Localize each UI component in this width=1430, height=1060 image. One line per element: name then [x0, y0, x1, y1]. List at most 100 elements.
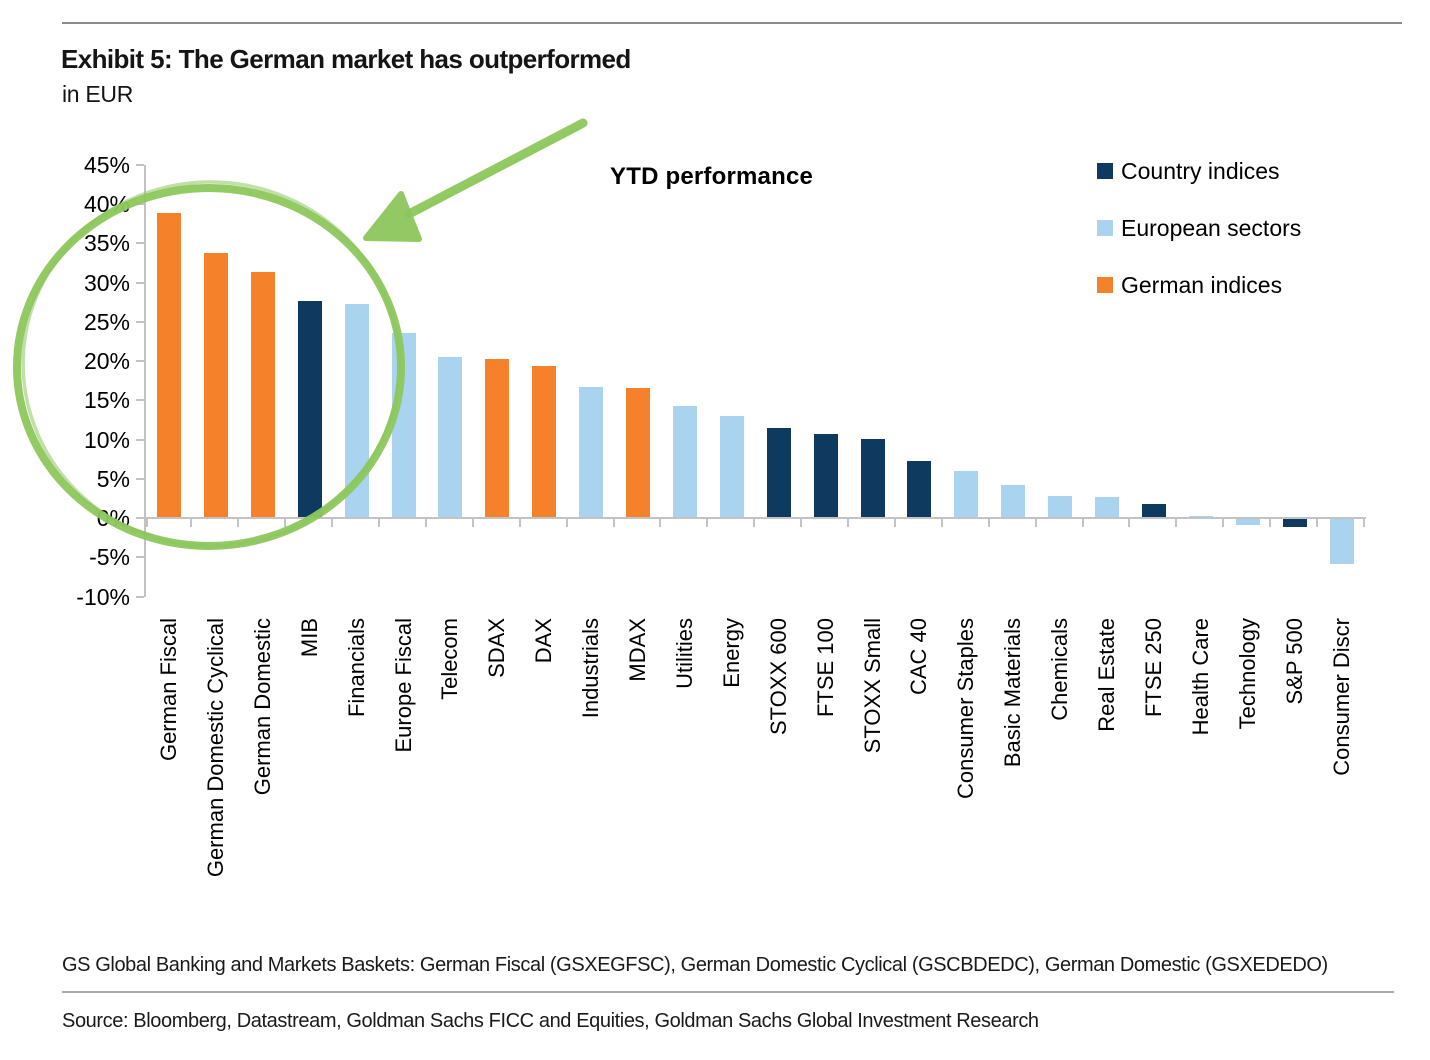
- bar-telecom: [438, 357, 463, 518]
- bar-consumer-staples: [954, 470, 979, 518]
- chart-title: YTD performance: [610, 163, 814, 190]
- x-tick: [893, 519, 896, 527]
- x-axis-label: Europe Fiscal: [390, 618, 416, 753]
- bar-real-estate: [1095, 496, 1119, 518]
- bar-consumer-discr: [1329, 519, 1354, 564]
- x-tick: [565, 519, 568, 527]
- y-axis-label: 30%: [83, 269, 130, 296]
- x-axis-label: MIB: [296, 618, 322, 658]
- x-axis-label: German Fiscal: [156, 618, 181, 762]
- exhibit-title: Exhibit 5: The German market has outperf…: [61, 44, 631, 74]
- x-tick: [424, 519, 427, 527]
- bar-ftse-250: [1141, 503, 1166, 518]
- y-axis-label: 20%: [83, 348, 130, 374]
- x-tick: [471, 519, 474, 527]
- x-tick: [1128, 519, 1131, 527]
- x-tick: [331, 519, 334, 527]
- x-tick: [1081, 519, 1084, 527]
- x-axis-label: FTSE 250: [1140, 618, 1166, 718]
- x-axis-label: STOXX Small: [859, 618, 885, 754]
- exhibit-subtitle: in EUR: [62, 81, 134, 107]
- x-tick: [940, 519, 943, 527]
- bar-s-p-500: [1282, 519, 1307, 527]
- bar-german-fiscal: [157, 212, 181, 518]
- bar-mdax: [626, 388, 650, 518]
- x-tick: [1362, 519, 1365, 527]
- y-tick: [135, 477, 144, 480]
- y-axis-label: 10%: [83, 426, 130, 453]
- y-tick: [135, 163, 144, 166]
- y-axis-label: -10%: [76, 583, 130, 610]
- x-axis-label: Energy: [718, 618, 744, 688]
- x-tick: [518, 519, 521, 527]
- x-axis-label: DAX: [531, 618, 557, 664]
- bar-energy: [719, 415, 744, 518]
- y-axis-label: 0%: [96, 505, 130, 531]
- y-tick: [135, 595, 144, 598]
- x-tick: [659, 519, 662, 527]
- bar-industrials: [579, 386, 604, 518]
- x-tick: [706, 519, 709, 527]
- bar-cac-40: [907, 460, 932, 518]
- y-axis-label: 40%: [83, 191, 130, 217]
- x-axis-baseline: [143, 517, 1366, 519]
- legend-label: Country indices: [1121, 158, 1280, 184]
- x-tick: [800, 519, 803, 527]
- y-axis-label: 15%: [83, 387, 130, 414]
- x-tick: [284, 519, 287, 527]
- bar-financials: [344, 303, 369, 518]
- bar-technology: [1235, 519, 1260, 526]
- x-tick: [612, 519, 615, 527]
- source-footnote: Source: Bloomberg, Datastream, Goldman S…: [62, 1010, 1039, 1032]
- x-axis-label: Basic Materials: [1000, 618, 1026, 768]
- x-axis-label: Consumer Discr: [1328, 618, 1354, 776]
- y-tick: [135, 399, 144, 402]
- x-axis-label: Technology: [1234, 618, 1260, 730]
- x-axis-label: MDAX: [625, 618, 650, 682]
- x-tick: [145, 519, 148, 527]
- bar-stoxx-small: [860, 438, 885, 518]
- x-axis-label: Telecom: [437, 618, 463, 700]
- x-tick: [190, 519, 193, 527]
- baskets-footnote: GS Global Banking and Markets Baskets: G…: [62, 954, 1328, 976]
- y-tick: [135, 360, 144, 362]
- x-axis-label: Industrials: [578, 618, 604, 719]
- bar-chemicals: [1048, 496, 1073, 518]
- legend-label: German indices: [1121, 272, 1283, 298]
- y-axis-label: 25%: [83, 308, 130, 335]
- bar-sdax: [485, 359, 510, 518]
- x-tick: [987, 519, 990, 527]
- x-tick: [378, 519, 380, 527]
- footnote-divider: [62, 991, 1394, 993]
- x-tick: [847, 519, 849, 527]
- x-tick: [1269, 519, 1272, 527]
- bar-ftse-100: [813, 434, 838, 518]
- y-tick: [135, 556, 144, 559]
- y-tick: [135, 242, 144, 245]
- y-tick: [135, 517, 144, 519]
- bar-europe-fiscal: [391, 332, 416, 518]
- y-tick: [135, 203, 144, 205]
- y-axis-label: 35%: [83, 230, 130, 257]
- y-tick: [135, 438, 144, 441]
- x-axis-label: CAC 40: [906, 618, 932, 696]
- bar-stoxx-600: [766, 427, 791, 518]
- y-tick: [135, 320, 144, 323]
- bar-basic-materials: [1001, 485, 1026, 518]
- x-tick: [1175, 519, 1178, 527]
- bar-dax: [532, 365, 557, 518]
- x-axis-label: S&P 500: [1281, 618, 1307, 705]
- x-axis-label: Real Estate: [1094, 618, 1119, 732]
- x-axis-label: STOXX 600: [765, 618, 791, 735]
- x-tick: [753, 519, 756, 527]
- x-axis-label: German Domestic Cyclical: [202, 618, 228, 878]
- x-tick: [1316, 519, 1318, 527]
- y-axis-label: 5%: [96, 465, 130, 492]
- bar-german-domestic: [250, 271, 275, 518]
- x-tick: [237, 519, 240, 527]
- x-axis-label: Utilities: [671, 618, 697, 689]
- bar-utilities: [672, 405, 697, 518]
- y-axis-line: [143, 164, 146, 597]
- y-tick: [135, 281, 144, 284]
